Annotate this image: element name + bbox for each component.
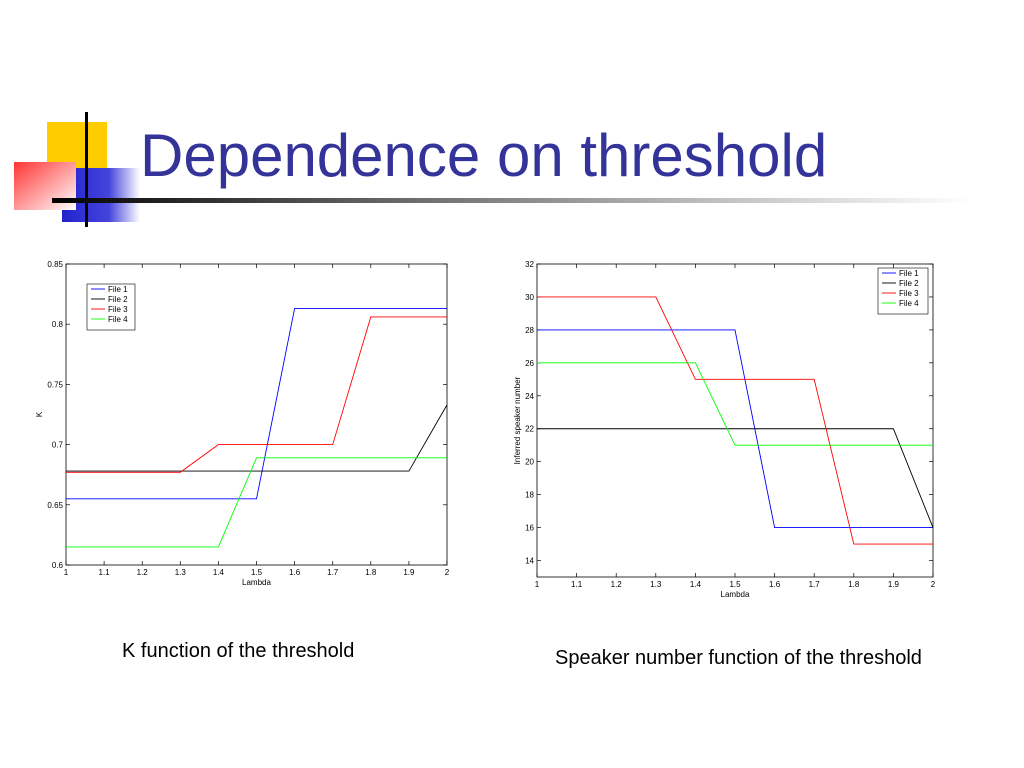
y-tick-label: 28: [525, 326, 534, 335]
y-tick-label: 18: [525, 491, 534, 500]
y-tick-label: 0.85: [47, 260, 63, 269]
x-axis-label: Lambda: [242, 578, 271, 587]
x-tick-label: 1.4: [690, 580, 702, 589]
series-line-file-3: [537, 296, 933, 545]
legend-box: [877, 267, 929, 315]
legend-entry: File 4: [108, 315, 128, 324]
legend-entry: File 1: [899, 269, 919, 278]
y-tick-label: 32: [525, 260, 534, 269]
slide-title: Dependence on threshold: [140, 122, 828, 189]
x-tick-label: 2: [445, 568, 450, 577]
x-tick-label: 1.9: [888, 580, 900, 589]
y-tick-label: 16: [525, 524, 534, 533]
y-tick-label: 20: [525, 458, 534, 467]
y-tick-label: 30: [525, 293, 534, 302]
legend-box: [86, 283, 136, 331]
x-tick-label: 1.6: [289, 568, 301, 577]
legend-entry: File 2: [899, 279, 919, 288]
y-tick-label: 0.7: [52, 441, 64, 450]
logo-vertical-bar: [85, 112, 88, 227]
series-line-file-1: [537, 329, 933, 529]
right-chart-caption: Speaker number function of the threshold: [555, 647, 922, 669]
legend-entry: File 2: [108, 295, 128, 304]
x-tick-label: 1.3: [650, 580, 662, 589]
x-tick-label: 2: [931, 580, 936, 589]
y-tick-label: 0.65: [47, 501, 63, 510]
y-tick-label: 0.6: [52, 561, 64, 570]
x-tick-label: 1.3: [175, 568, 187, 577]
x-tick-label: 1.4: [213, 568, 225, 577]
y-tick-label: 14: [525, 557, 534, 566]
y-tick-label: 26: [525, 359, 534, 368]
x-tick-label: 1: [64, 568, 69, 577]
y-tick-label: 0.75: [47, 380, 63, 389]
x-tick-label: 1.5: [729, 580, 741, 589]
x-axis-label: Lambda: [721, 590, 750, 599]
slide-logo-decoration: [14, 112, 140, 227]
series-line-file-1: [66, 308, 447, 500]
legend-entry: File 1: [108, 285, 128, 294]
y-tick-label: 22: [525, 425, 534, 434]
x-tick-label: 1.1: [99, 568, 111, 577]
x-tick-label: 1.8: [365, 568, 377, 577]
x-tick-label: 1.2: [137, 568, 149, 577]
y-axis-label: K: [35, 411, 44, 417]
series-line-file-4: [537, 362, 933, 446]
legend-entry: File 3: [899, 289, 919, 298]
y-tick-label: 0.8: [52, 320, 64, 329]
x-tick-label: 1.6: [769, 580, 781, 589]
legend-entry: File 3: [108, 305, 128, 314]
legend-entry: File 4: [899, 299, 919, 308]
x-tick-label: 1.2: [611, 580, 623, 589]
x-tick-label: 1.8: [848, 580, 860, 589]
x-tick-label: 1.9: [403, 568, 415, 577]
title-divider: [52, 198, 972, 203]
series-line-file-2: [537, 428, 934, 528]
series-line-file-2: [66, 404, 448, 472]
series-line-file-3: [66, 316, 447, 473]
x-tick-label: 1.7: [809, 580, 821, 589]
left-chart-caption: K function of the threshold: [122, 640, 355, 662]
x-tick-label: 1: [535, 580, 540, 589]
series-line-file-4: [66, 457, 447, 548]
x-tick-label: 1.1: [571, 580, 583, 589]
plot-frame: [536, 263, 934, 578]
x-tick-label: 1.5: [251, 568, 263, 577]
y-axis-label: Inferred speaker number: [513, 376, 522, 464]
x-tick-label: 1.7: [327, 568, 339, 577]
y-tick-label: 24: [525, 392, 534, 401]
